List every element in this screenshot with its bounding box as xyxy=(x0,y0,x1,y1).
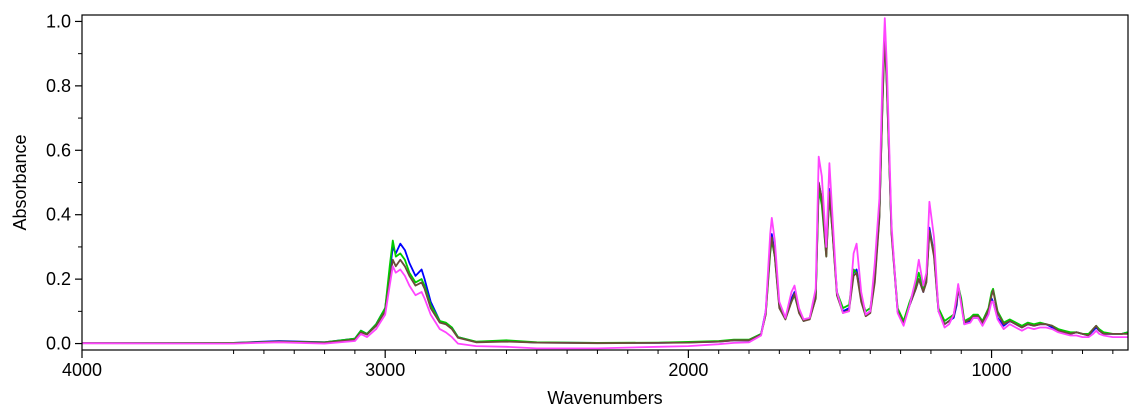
series-line-1 xyxy=(82,27,1129,344)
y-axis-title: Absorbance xyxy=(10,134,30,230)
y-tick-label: 1.0 xyxy=(46,11,71,31)
y-tick-label: 0.4 xyxy=(46,205,71,225)
y-tick-label: 0.2 xyxy=(46,269,71,289)
x-tick-label: 4000 xyxy=(62,360,102,380)
series-line-4 xyxy=(81,17,1128,350)
series-layer xyxy=(81,17,1129,350)
series-line-3 xyxy=(82,30,1128,345)
y-tick-label: 0.8 xyxy=(46,76,71,96)
x-axis-title: Wavenumbers xyxy=(547,388,662,408)
plot-frame xyxy=(81,14,1129,351)
series-line-2 xyxy=(82,33,1129,344)
x-tick-label: 2000 xyxy=(668,360,708,380)
x-axis: 4000 3000 2000 1000 xyxy=(62,350,1114,380)
x-tick-label: 3000 xyxy=(365,360,405,380)
x-tick-label: 1000 xyxy=(972,360,1012,380)
y-axis: 0.0 0.2 0.4 0.6 0.8 1.0 xyxy=(46,11,82,354)
y-tick-label: 0.6 xyxy=(46,140,71,160)
y-tick-label: 0.0 xyxy=(46,334,71,354)
